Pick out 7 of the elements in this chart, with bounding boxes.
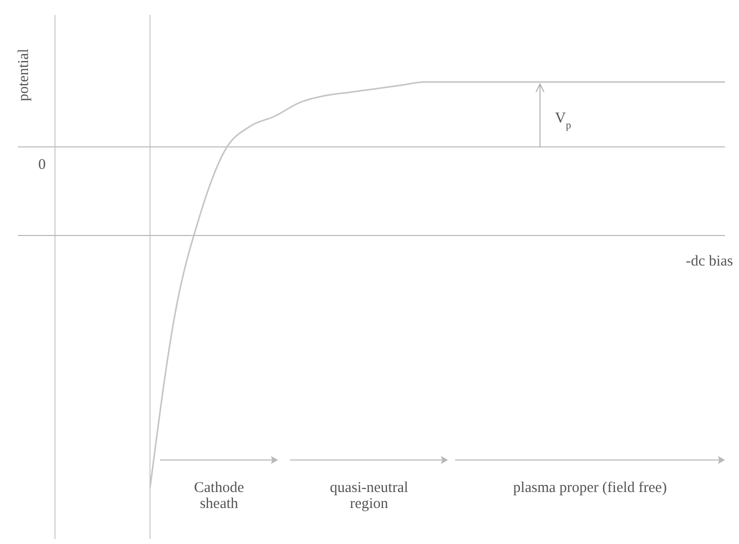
annotation: V$_{p}$ — [555, 110, 572, 131]
text: 0 — [38, 156, 46, 173]
text: potential — [16, 48, 32, 102]
annotation: plasma proper (field free) — [513, 480, 667, 496]
annotation: Cathode sheath — [194, 480, 244, 512]
annotation: quasi-neutral region — [330, 480, 408, 512]
ref-line-label: -dc bias — [686, 254, 734, 270]
